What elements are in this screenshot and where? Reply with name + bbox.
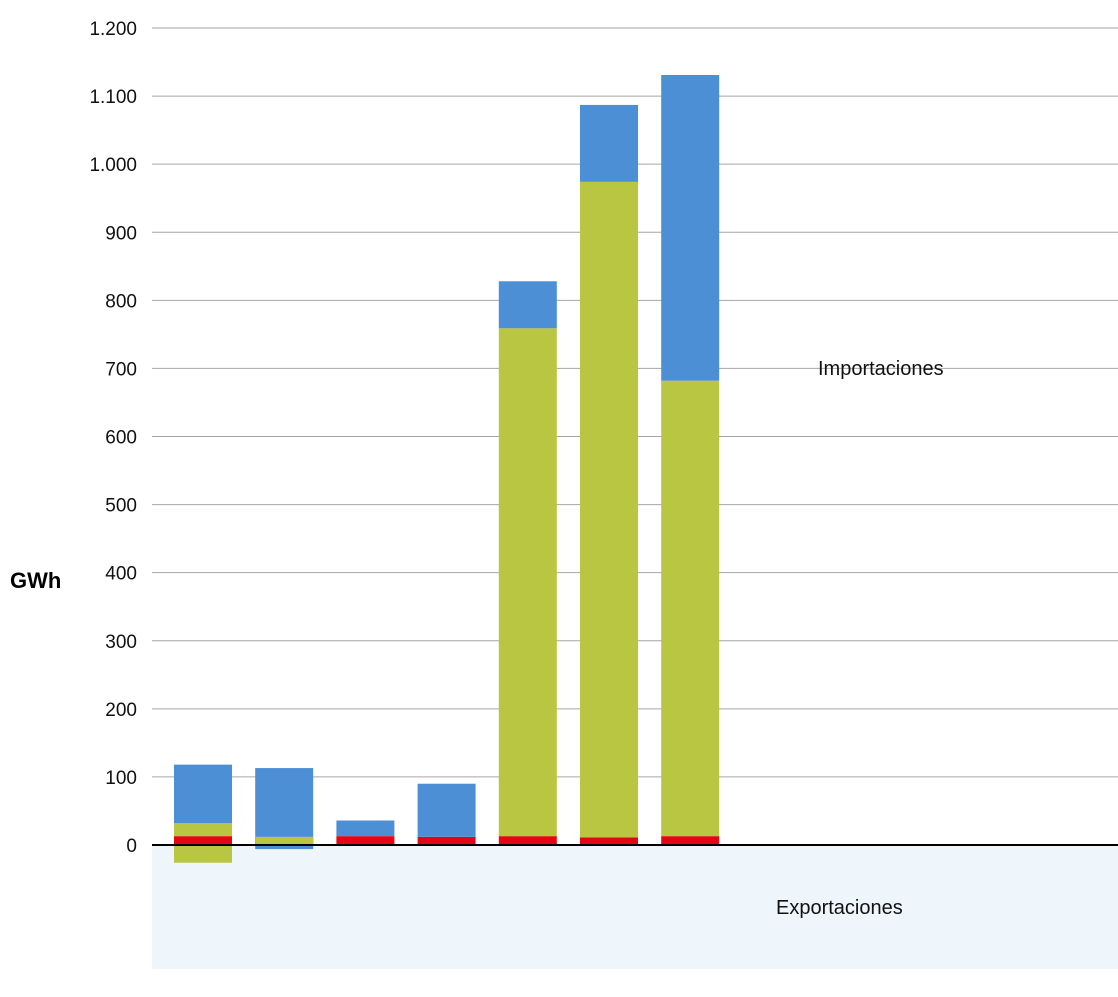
bar-segment — [498, 836, 557, 845]
exports-region — [152, 845, 1118, 969]
y-tick-label: 1.000 — [89, 155, 137, 176]
bar-segment — [255, 836, 314, 845]
bar-segment-negative — [174, 845, 232, 863]
imports-label: Importaciones — [818, 358, 944, 380]
bar-segment — [580, 837, 638, 845]
y-tick-label: 800 — [105, 291, 137, 312]
bar-segment — [580, 181, 638, 838]
bar-segment — [580, 104, 638, 182]
y-axis-ticks: 0 100 200 300 400 500 600 700 800 900 1.000 1.100 1.… — [89, 19, 137, 857]
y-tick-label: 900 — [105, 223, 137, 244]
bar-segment — [661, 74, 720, 381]
y-tick-label: 300 — [105, 632, 137, 653]
y-tick-label: 100 — [105, 768, 137, 789]
bar-segment — [174, 836, 232, 845]
y-tick-label: 400 — [105, 564, 137, 585]
bar-segment — [174, 823, 232, 837]
bar-segment — [498, 281, 557, 329]
bars — [174, 74, 720, 863]
bar-segment — [661, 836, 720, 845]
y-tick-label: 200 — [105, 700, 137, 721]
y-tick-label: 0 — [126, 836, 137, 857]
bar-segment — [417, 836, 476, 845]
bar-segment — [255, 768, 314, 837]
y-tick-label: 1.200 — [89, 19, 137, 40]
bar-segment — [417, 783, 476, 837]
bar-segment — [498, 328, 557, 837]
exports-label: Exportaciones — [776, 897, 903, 919]
y-axis-label: GWh — [10, 568, 61, 593]
bar-segment — [336, 836, 395, 845]
y-tick-label: 1.100 — [89, 87, 137, 108]
bar-segment — [336, 820, 395, 837]
y-tick-label: 500 — [105, 496, 137, 517]
bar-segment-negative — [255, 845, 314, 850]
bar-segment — [174, 764, 232, 824]
y-tick-label: 700 — [105, 359, 137, 380]
bar-segment — [661, 380, 720, 837]
y-tick-label: 600 — [105, 428, 137, 449]
